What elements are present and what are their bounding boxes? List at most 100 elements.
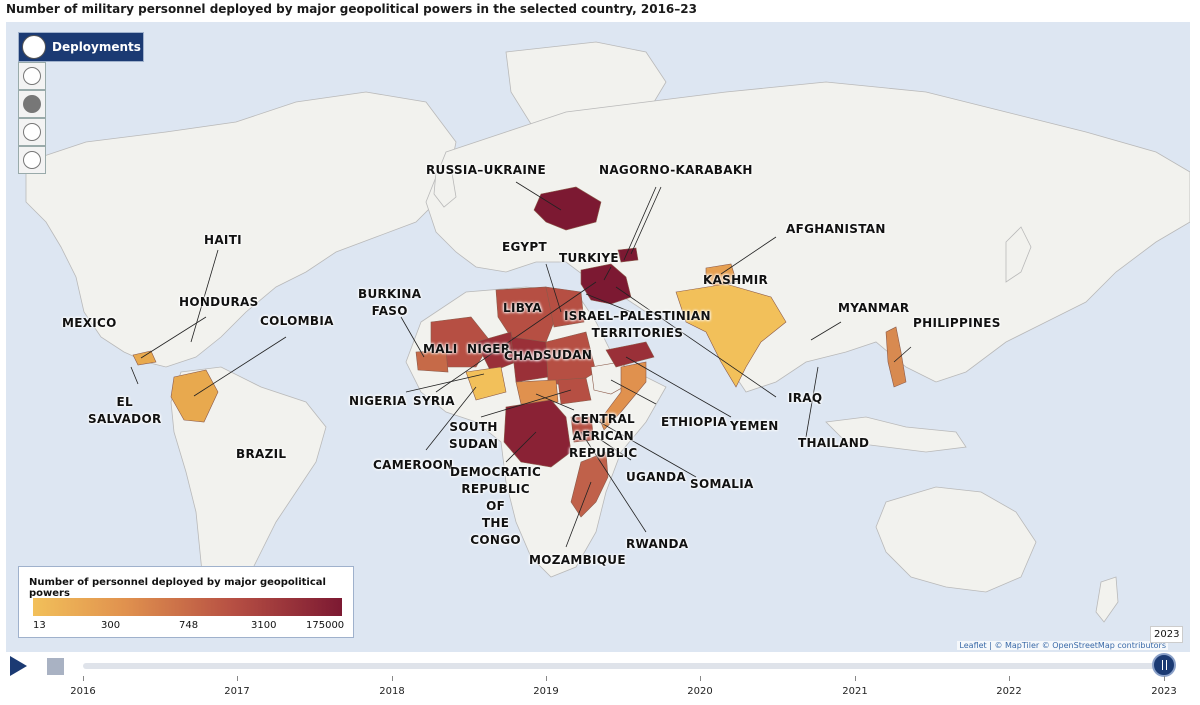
legend-tick-1: 300 — [101, 620, 121, 631]
leader-south-sudan — [480, 389, 572, 418]
burkina-region — [415, 349, 449, 373]
year-label[interactable]: 2019 — [533, 686, 559, 697]
year-label[interactable]: 2018 — [379, 686, 405, 697]
indonesia-land — [825, 416, 967, 453]
afghanistan-region — [705, 263, 737, 288]
layer-panel: Deployments — [18, 32, 144, 174]
leader-thailand — [805, 366, 819, 438]
label-kashmir[interactable]: KASHMIR — [703, 273, 769, 287]
uganda-rwanda-region — [570, 416, 595, 443]
label-philippines[interactable]: PHILIPPINES — [913, 316, 1001, 330]
label-cameroon[interactable]: CAMEROON — [373, 458, 454, 472]
layer-button-runner[interactable] — [18, 146, 46, 174]
leader-russia-ukraine — [515, 181, 562, 211]
label-honduras[interactable]: HONDURAS — [179, 295, 259, 309]
label-thailand[interactable]: THAILAND — [798, 436, 870, 450]
year-label[interactable]: 2020 — [687, 686, 713, 697]
label-israel-palestinian-territories[interactable]: ISRAEL–PALESTINIAN TERRITORIES — [564, 309, 711, 340]
year-tick — [1009, 676, 1010, 681]
leader-mozambique — [565, 481, 592, 548]
turkiye-iraq-syria-region — [580, 263, 632, 305]
leader-nagorno-b — [623, 186, 657, 261]
japan-land — [1005, 226, 1032, 283]
layer-button-peace[interactable] — [18, 118, 46, 146]
label-yemen[interactable]: YEMEN — [730, 419, 779, 433]
label-russia-ukraine[interactable]: RUSSIA–UKRAINE — [426, 163, 546, 177]
year-tick — [83, 676, 84, 681]
label-nagorno-karabakh[interactable]: NAGORNO-KARABAKH — [599, 163, 753, 177]
peace-icon — [23, 123, 41, 141]
legend-color-bar — [33, 598, 342, 616]
label-central-african-republic[interactable]: CENTRAL AFRICAN REPUBLIC — [569, 412, 638, 460]
legend-tick-3: 3100 — [251, 620, 277, 631]
deployments-layer-button[interactable]: Deployments — [18, 32, 144, 62]
label-rwanda[interactable]: RWANDA — [626, 537, 689, 551]
leader-iraq — [615, 286, 777, 398]
map-area[interactable]: RUSSIA–UKRAINE NAGORNO-KARABAKH HAITI EG… — [6, 22, 1190, 652]
layer-button-skull[interactable] — [18, 90, 46, 118]
legend-tick-2: 748 — [179, 620, 199, 631]
label-mali[interactable]: MALI — [423, 342, 458, 356]
leader-honduras — [140, 316, 207, 359]
label-iraq[interactable]: IRAQ — [788, 391, 823, 405]
skull-icon — [23, 95, 41, 113]
label-syria[interactable]: SYRIA — [413, 394, 455, 408]
year-label[interactable]: 2022 — [996, 686, 1022, 697]
label-south-sudan[interactable]: SOUTH SUDAN — [449, 420, 499, 451]
india-region — [675, 283, 787, 388]
leader-somalia — [595, 419, 697, 478]
timeline-track[interactable] — [83, 663, 1165, 669]
label-brazil[interactable]: BRAZIL — [236, 447, 287, 461]
honduras-region — [132, 350, 157, 366]
label-mozambique[interactable]: MOZAMBIQUE — [529, 553, 626, 567]
leader-rwanda — [580, 431, 647, 533]
mozambique-region — [570, 451, 609, 518]
stop-button[interactable] — [47, 658, 64, 675]
label-sudan[interactable]: SUDAN — [543, 348, 593, 362]
color-legend: Number of personnel deployed by major ge… — [18, 566, 354, 638]
layer-button-globe[interactable] — [18, 62, 46, 90]
label-turkiye[interactable]: TURKIYE — [559, 251, 619, 265]
label-egypt[interactable]: EGYPT — [502, 240, 547, 254]
globe-icon — [23, 67, 41, 85]
leader-drc — [505, 431, 537, 463]
play-button[interactable] — [10, 656, 27, 676]
page-title: Number of military personnel deployed by… — [6, 2, 697, 16]
leader-egypt — [545, 263, 562, 313]
label-haiti[interactable]: HAITI — [204, 233, 242, 247]
year-tick — [1164, 676, 1165, 681]
south-sudan-region — [557, 377, 592, 405]
year-label[interactable]: 2016 — [70, 686, 96, 697]
year-label[interactable]: 2017 — [224, 686, 250, 697]
leader-colombia — [193, 336, 287, 397]
label-democratic-republic-of-the-congo[interactable]: DEMOCRATIC REPUBLIC OF THE CONGO — [450, 465, 542, 547]
label-somalia[interactable]: SOMALIA — [690, 477, 754, 491]
map-attribution[interactable]: Leaflet | © MapTiler © OpenStreetMap con… — [957, 641, 1168, 650]
year-tick — [546, 676, 547, 681]
leader-el-salvador — [130, 366, 139, 385]
label-libya[interactable]: LIBYA — [503, 301, 542, 315]
label-afghanistan[interactable]: AFGHANISTAN — [786, 222, 886, 236]
deployments-label: Deployments — [52, 40, 141, 54]
year-label[interactable]: 2021 — [842, 686, 868, 697]
leader-philippines — [893, 346, 912, 363]
year-label[interactable]: 2023 — [1151, 686, 1177, 697]
leader-uganda — [585, 429, 632, 461]
label-myanmar[interactable]: MYANMAR — [838, 301, 910, 315]
label-colombia[interactable]: COLOMBIA — [260, 314, 334, 328]
label-nigeria[interactable]: NIGERIA — [349, 394, 407, 408]
label-burkina-faso[interactable]: BURKINA FASO — [358, 287, 422, 318]
leader-burkina — [400, 316, 425, 358]
eurasia-land — [425, 81, 1190, 393]
world-map — [25, 41, 1190, 638]
label-mexico[interactable]: MEXICO — [62, 316, 117, 330]
label-uganda[interactable]: UGANDA — [626, 470, 686, 484]
label-chad[interactable]: CHAD — [504, 349, 544, 363]
year-tick — [700, 676, 701, 681]
label-el-salvador[interactable]: EL SALVADOR — [88, 395, 162, 426]
label-ethiopia[interactable]: ETHIOPIA — [661, 415, 728, 429]
leader-cameroon — [425, 386, 477, 451]
label-niger[interactable]: NIGER — [467, 342, 511, 356]
timeline-handle[interactable] — [1152, 653, 1176, 677]
somalia-region — [599, 361, 647, 431]
